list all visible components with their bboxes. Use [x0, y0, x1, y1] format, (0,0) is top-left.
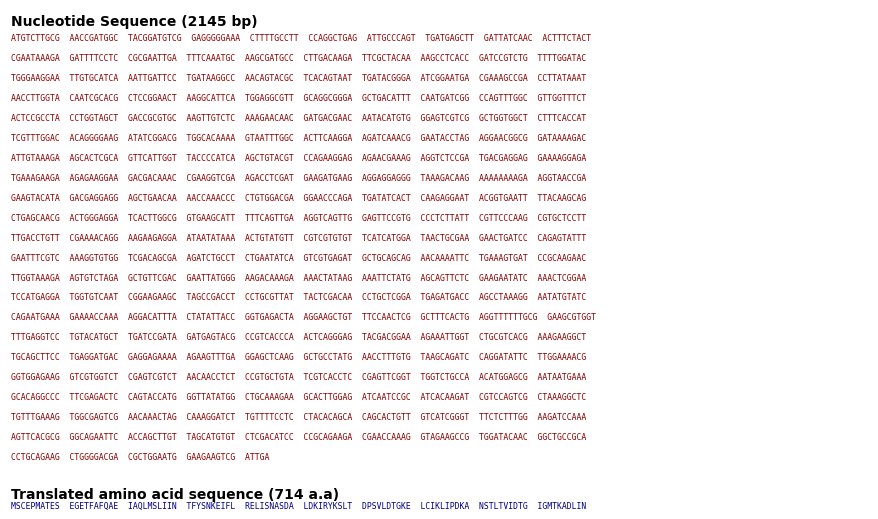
Text: TGAAAGAAGA  AGAGAAGGAA  GACGACAAAC  CGAAGGTCGA  AGACCTCGAT  GAAGATGAAG  AGGAGGAG: TGAAAGAAGA AGAGAAGGAA GACGACAAAC CGAAGGT…	[11, 173, 586, 183]
Text: TCCATGAGGA  TGGTGTCAAT  CGGAAGAAGC  TAGCCGACCT  CCTGCGTTAT  TACTCGACAA  CCTGCTCG: TCCATGAGGA TGGTGTCAAT CGGAAGAAGC TAGCCGA…	[11, 293, 586, 303]
Text: TTTGAGGTCC  TGTACATGCT  TGATCCGATA  GATGAGTACG  CCGTCACCCA  ACTCAGGGAG  TACGACGG: TTTGAGGTCC TGTACATGCT TGATCCGATA GATGAGT…	[11, 333, 586, 343]
Text: ACTCCGCCTA  CCTGGTAGCT  GACCGCGTGC  AAGTTGTCTC  AAAGAACAAC  GATGACGAAC  AATACATG: ACTCCGCCTA CCTGGTAGCT GACCGCGTGC AAGTTGT…	[11, 114, 586, 122]
Text: GCACAGGCCC  TTCGAGACTC  CAGTACCATG  GGTTATATGG  CTGCAAAGAA  GCACTTGGAG  ATCAATCC: GCACAGGCCC TTCGAGACTC CAGTACCATG GGTTATA…	[11, 393, 586, 402]
Text: TGCAGCTTCC  TGAGGATGAC  GAGGAGAAAA  AGAAGTTTGA  GGAGCTCAAG  GCTGCCTATG  AACCTTTG: TGCAGCTTCC TGAGGATGAC GAGGAGAAAA AGAAGTT…	[11, 353, 586, 362]
Text: TCGTTTGGAC  ACAGGGGAAG  ATATCGGACG  TGGCACAAAA  GTAATTTGGC  ACTTCAAGGA  AGATCAAA: TCGTTTGGAC ACAGGGGAAG ATATCGGACG TGGCACA…	[11, 133, 586, 143]
Text: Nucleotide Sequence (2145 bp): Nucleotide Sequence (2145 bp)	[11, 15, 258, 29]
Text: AGTTCACGCG  GGCAGAATTC  ACCAGCTTGT  TAGCATGTGT  CTCGACATCC  CCGCAGAAGA  CGAACCAA: AGTTCACGCG GGCAGAATTC ACCAGCTTGT TAGCATG…	[11, 433, 586, 442]
Text: ATTGTAAAGA  AGCACTCGCA  GTTCATTGGT  TACCCCATCA  AGCTGTACGT  CCAGAAGGAG  AGAACGAA: ATTGTAAAGA AGCACTCGCA GTTCATTGGT TACCCCA…	[11, 154, 586, 162]
Text: GAAGTACATA  GACGAGGAGG  AGCTGAACAA  AACCAAACCC  CTGTGGACGA  GGAACCCAGA  TGATATCA: GAAGTACATA GACGAGGAGG AGCTGAACAA AACCAAA…	[11, 194, 586, 202]
Text: CGAATAAAGA  GATTTTCCTC  CGCGAATTGA  TTTCAAATGC  AAGCGATGCC  CTTGACAAGA  TTCGCTAC: CGAATAAAGA GATTTTCCTC CGCGAATTGA TTTCAAA…	[11, 53, 586, 63]
Text: TGGGAAGGAA  TTGTGCATCA  AATTGATTCC  TGATAAGGCC  AACAGTACGC  TCACAGTAAT  TGATACGG: TGGGAAGGAA TTGTGCATCA AATTGATTCC TGATAAG…	[11, 74, 586, 83]
Text: AACCTTGGTA  CAATCGCACG  CTCCGGAACT  AAGGCATTCA  TGGAGGCGTT  GCAGGCGGGA  GCTGACAT: AACCTTGGTA CAATCGCACG CTCCGGAACT AAGGCAT…	[11, 93, 586, 103]
Text: ATGTCTTGCG  AACCGATGGC  TACGGATGTCG  GAGGGGGAAA  CTTTTGCCTT  CCAGGCTGAG  ATTGCCC: ATGTCTTGCG AACCGATGGC TACGGATGTCG GAGGGG…	[11, 34, 591, 43]
Text: Translated amino acid sequence (714 a.a): Translated amino acid sequence (714 a.a)	[11, 488, 339, 502]
Text: GGTGGAGAAG  GTCGTGGTCT  CGAGTCGTCT  AACAACCTCT  CCGTGCTGTA  TCGTCACCTC  CGAGTTCG: GGTGGAGAAG GTCGTGGTCT CGAGTCGTCT AACAACC…	[11, 373, 586, 383]
Text: CCTGCAGAAG  CTGGGGACGA  CGCTGGAATG  GAAGAAGTCG  ATTGA: CCTGCAGAAG CTGGGGACGA CGCTGGAATG GAAGAAG…	[11, 454, 270, 462]
Text: GAATTTCGTC  AAAGGTGTGG  TCGACAGCGA  AGATCTGCCT  CTGAATATCA  GTCGTGAGAT  GCTGCAGC: GAATTTCGTC AAAGGTGTGG TCGACAGCGA AGATCTG…	[11, 254, 586, 263]
Text: CTGAGCAACG  ACTGGGAGGA  TCACTTGGCG  GTGAAGCATT  TTTCAGTTGA  AGGTCAGTTG  GAGTTCCG: CTGAGCAACG ACTGGGAGGA TCACTTGGCG GTGAAGC…	[11, 214, 586, 223]
Text: TTGACCTGTT  CGAAAACAGG  AAGAAGAGGA  ATAATATAAA  ACTGTATGTT  CGTCGTGTGT  TCATCATG: TTGACCTGTT CGAAAACAGG AAGAAGAGGA ATAATAT…	[11, 234, 586, 242]
Text: MSCEPMATES  EGETFAFQAE  IAQLMSLIIN  TFYSNKEIFL  RELISNASDA  LDKIRYKSLT  DPSVLDTG: MSCEPMATES EGETFAFQAE IAQLMSLIIN TFYSNKE…	[11, 502, 586, 511]
Text: TTGGTAAAGA  AGTGTCTAGA  GCTGTTCGAC  GAATTATGGG  AAGACAAAGA  AAACTATAAG  AAATTCTA: TTGGTAAAGA AGTGTCTAGA GCTGTTCGAC GAATTAT…	[11, 274, 586, 282]
Text: CAGAATGAAA  GAAAACCAAA  AGGACATTTA  CTATATTACC  GGTGAGACTA  AGGAAGCTGT  TTCCAACT: CAGAATGAAA GAAAACCAAA AGGACATTTA CTATATT…	[11, 313, 596, 322]
Text: TGTTTGAAAG  TGGCGAGTCG  AACAAACTAG  CAAAGGATCT  TGTTTТCCTC  CTACACAGCA  CAGCACTG: TGTTTGAAAG TGGCGAGTCG AACAAACTAG CAAAGGA…	[11, 413, 586, 422]
